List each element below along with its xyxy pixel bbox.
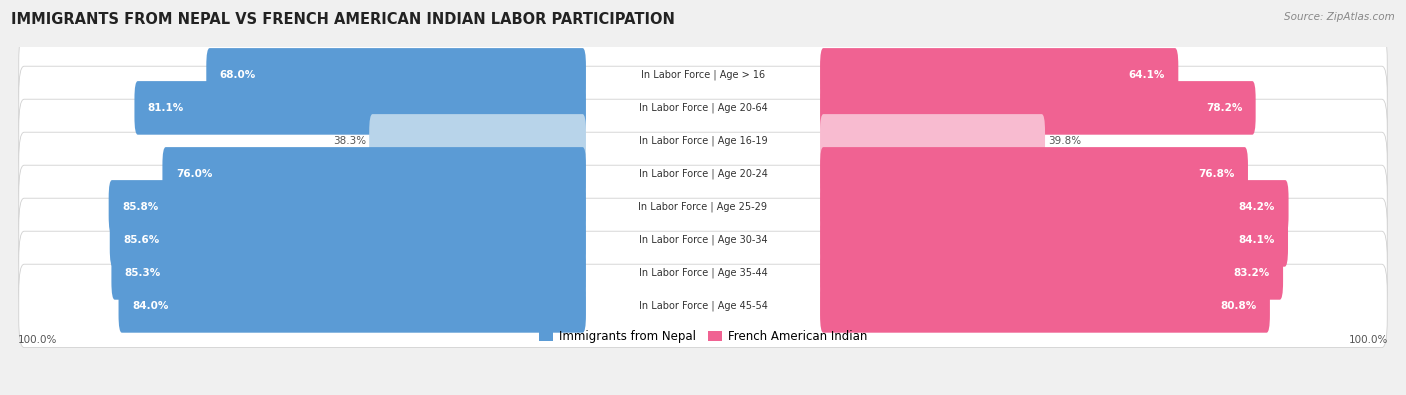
FancyBboxPatch shape <box>820 48 1178 102</box>
Text: 78.2%: 78.2% <box>1206 103 1243 113</box>
Text: 100.0%: 100.0% <box>17 335 56 345</box>
FancyBboxPatch shape <box>18 33 1388 117</box>
FancyBboxPatch shape <box>820 246 1284 300</box>
FancyBboxPatch shape <box>820 81 1256 135</box>
Text: 68.0%: 68.0% <box>219 70 256 80</box>
Text: 84.0%: 84.0% <box>132 301 169 311</box>
FancyBboxPatch shape <box>163 147 586 201</box>
Text: 76.0%: 76.0% <box>176 169 212 179</box>
Text: 100.0%: 100.0% <box>1350 335 1389 345</box>
FancyBboxPatch shape <box>18 165 1388 248</box>
FancyBboxPatch shape <box>18 264 1388 348</box>
FancyBboxPatch shape <box>111 246 586 300</box>
FancyBboxPatch shape <box>820 279 1270 333</box>
Text: 85.8%: 85.8% <box>122 202 159 212</box>
Text: In Labor Force | Age 20-64: In Labor Force | Age 20-64 <box>638 103 768 113</box>
FancyBboxPatch shape <box>18 132 1388 216</box>
Text: 64.1%: 64.1% <box>1129 70 1166 80</box>
Text: 81.1%: 81.1% <box>148 103 184 113</box>
FancyBboxPatch shape <box>118 279 586 333</box>
FancyBboxPatch shape <box>370 114 586 168</box>
Legend: Immigrants from Nepal, French American Indian: Immigrants from Nepal, French American I… <box>534 325 872 348</box>
Text: In Labor Force | Age 16-19: In Labor Force | Age 16-19 <box>638 135 768 146</box>
FancyBboxPatch shape <box>18 231 1388 314</box>
FancyBboxPatch shape <box>18 66 1388 150</box>
Text: 85.3%: 85.3% <box>125 268 162 278</box>
Text: 83.2%: 83.2% <box>1233 268 1270 278</box>
Text: In Labor Force | Age > 16: In Labor Force | Age > 16 <box>641 70 765 80</box>
FancyBboxPatch shape <box>820 213 1288 267</box>
Text: In Labor Force | Age 20-24: In Labor Force | Age 20-24 <box>638 169 768 179</box>
Text: Source: ZipAtlas.com: Source: ZipAtlas.com <box>1284 12 1395 22</box>
FancyBboxPatch shape <box>18 99 1388 182</box>
FancyBboxPatch shape <box>820 147 1249 201</box>
Text: In Labor Force | Age 45-54: In Labor Force | Age 45-54 <box>638 301 768 311</box>
Text: In Labor Force | Age 30-34: In Labor Force | Age 30-34 <box>638 235 768 245</box>
FancyBboxPatch shape <box>110 213 586 267</box>
Text: 84.2%: 84.2% <box>1239 202 1275 212</box>
Text: 38.3%: 38.3% <box>333 136 366 146</box>
Text: 85.6%: 85.6% <box>124 235 159 245</box>
Text: In Labor Force | Age 35-44: In Labor Force | Age 35-44 <box>638 268 768 278</box>
Text: In Labor Force | Age 25-29: In Labor Force | Age 25-29 <box>638 202 768 212</box>
Text: 76.8%: 76.8% <box>1198 169 1234 179</box>
FancyBboxPatch shape <box>135 81 586 135</box>
Text: 39.8%: 39.8% <box>1049 136 1081 146</box>
Text: IMMIGRANTS FROM NEPAL VS FRENCH AMERICAN INDIAN LABOR PARTICIPATION: IMMIGRANTS FROM NEPAL VS FRENCH AMERICAN… <box>11 12 675 27</box>
FancyBboxPatch shape <box>18 198 1388 282</box>
Text: 84.1%: 84.1% <box>1239 235 1275 245</box>
FancyBboxPatch shape <box>820 114 1045 168</box>
FancyBboxPatch shape <box>108 180 586 234</box>
FancyBboxPatch shape <box>207 48 586 102</box>
FancyBboxPatch shape <box>820 180 1288 234</box>
Text: 80.8%: 80.8% <box>1220 301 1257 311</box>
